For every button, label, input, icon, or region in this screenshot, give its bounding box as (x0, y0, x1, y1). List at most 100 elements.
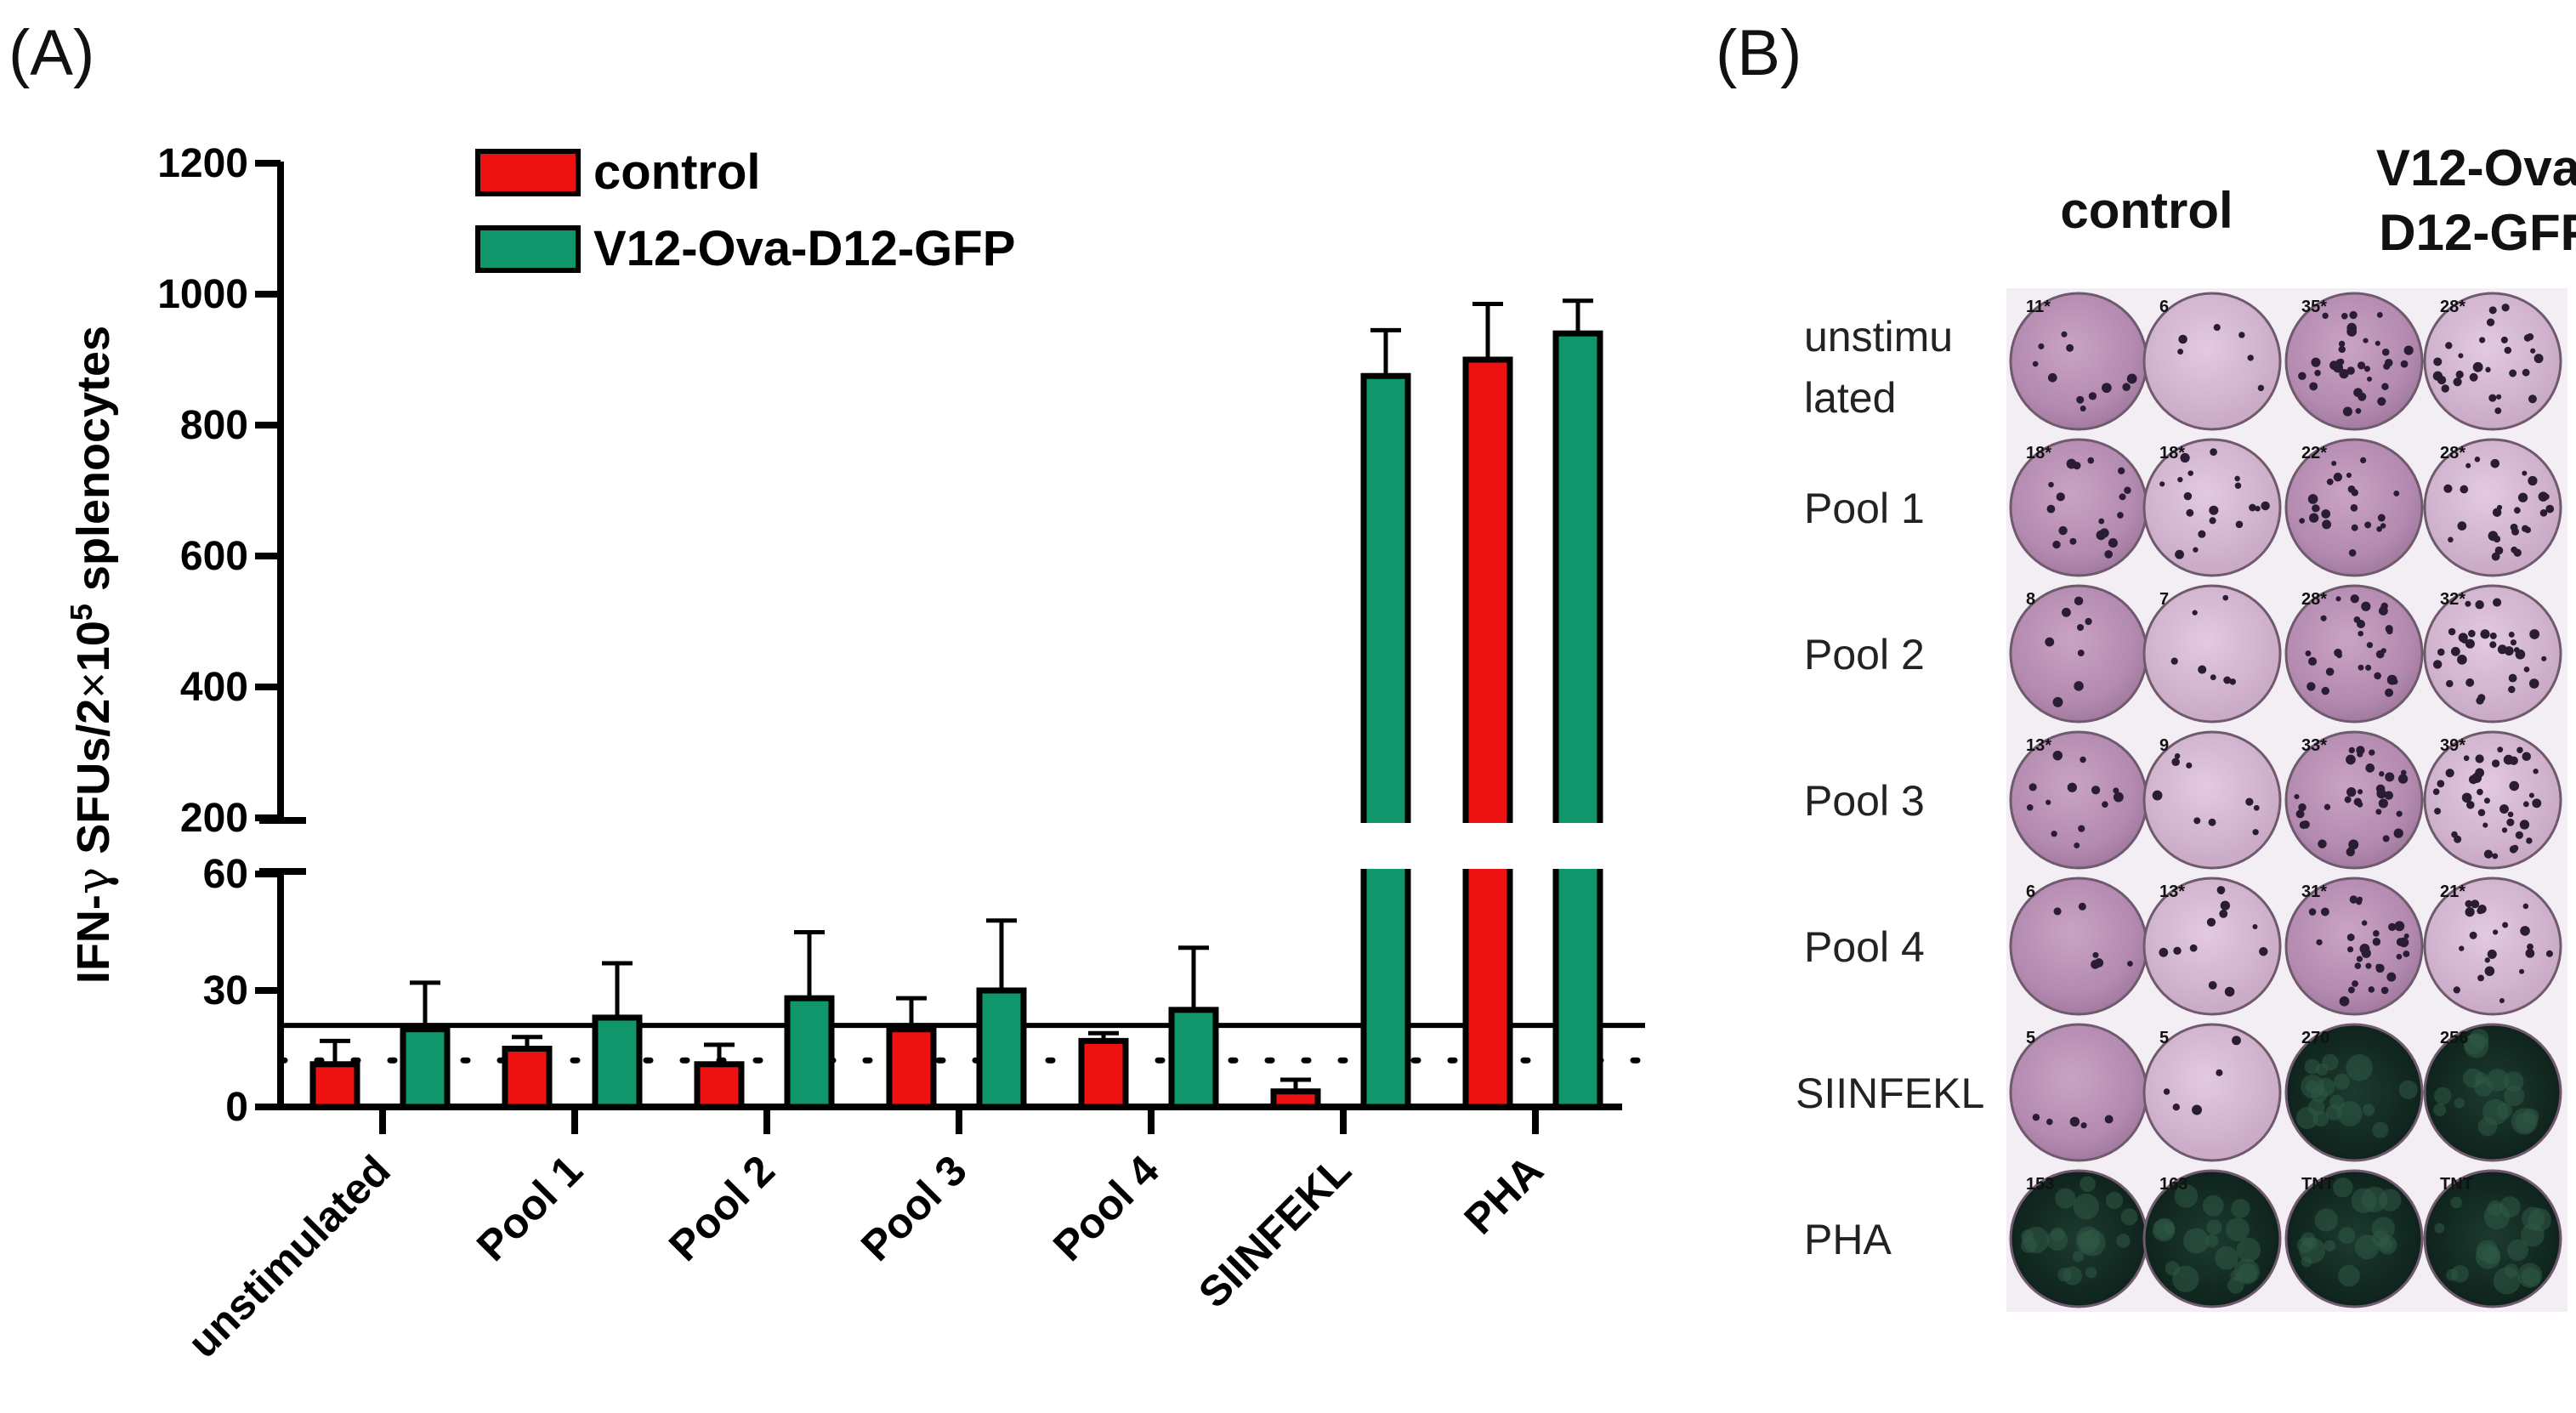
spot (2483, 849, 2494, 859)
spot (2353, 388, 2363, 398)
spot (2482, 822, 2488, 828)
well-count: 28* (2301, 590, 2327, 609)
x-category-label: PHA (1455, 1146, 1552, 1243)
spot (2357, 801, 2363, 808)
x-category-label: Pool 1 (468, 1146, 592, 1270)
spot (2465, 600, 2471, 607)
elispot-well (2284, 292, 2424, 431)
spot (2494, 546, 2504, 555)
spot (2183, 491, 2193, 501)
spot-cluster (2338, 1264, 2360, 1287)
spot (2526, 837, 2533, 844)
spot (2076, 395, 2085, 404)
spot-cluster (2236, 1237, 2261, 1263)
spot-cluster (2346, 1054, 2373, 1081)
spot-cluster (2333, 1177, 2353, 1198)
spot (2494, 407, 2502, 415)
spot-cluster (2522, 1206, 2545, 1230)
spot (2356, 956, 2363, 962)
spot (2127, 961, 2133, 967)
spot (2380, 986, 2389, 995)
spot (2543, 493, 2550, 500)
spot (2461, 792, 2472, 803)
spot (2361, 948, 2371, 958)
spot (2294, 793, 2300, 800)
spot (2469, 931, 2477, 939)
spot (2375, 340, 2380, 346)
spot (2053, 907, 2062, 916)
spot (2209, 505, 2219, 515)
well-count: 18* (2159, 444, 2185, 462)
spot (2523, 527, 2530, 533)
spot-cluster (2238, 1263, 2258, 1283)
bar-vaccine (976, 987, 1027, 1110)
spot (2529, 629, 2540, 639)
spot (2506, 818, 2515, 826)
spot (2453, 986, 2460, 994)
spot (2545, 950, 2553, 957)
spot (2074, 596, 2084, 606)
spot (2326, 478, 2334, 485)
y-tick-label: 200 (180, 796, 248, 841)
spot (2038, 343, 2045, 349)
spot (2475, 600, 2484, 610)
spot (2324, 803, 2331, 810)
spot-cluster (2487, 1200, 2504, 1217)
spot-cluster (2085, 1267, 2097, 1279)
spot (2457, 521, 2467, 531)
elispot-well (2142, 292, 2282, 431)
spot (2466, 800, 2475, 809)
spot (2526, 332, 2534, 341)
spot (2375, 784, 2386, 794)
spot (2484, 957, 2490, 963)
legend-swatch-vaccine (475, 225, 581, 273)
spot (2502, 922, 2509, 928)
spot (2080, 406, 2086, 411)
spot-cluster (2521, 1267, 2540, 1286)
spot (2295, 809, 2305, 819)
spot (2403, 951, 2410, 957)
spot (2501, 304, 2510, 312)
well-count: 13* (2026, 736, 2051, 755)
spot-cluster (2215, 1246, 2238, 1270)
spot (2198, 665, 2207, 674)
spot (2365, 962, 2372, 969)
spot (2052, 540, 2061, 549)
spot (2486, 318, 2495, 326)
spot (2454, 835, 2462, 843)
spot (2477, 809, 2486, 817)
spot (2232, 1036, 2241, 1046)
well-count: TNT (2440, 1175, 2473, 1194)
spot (2252, 924, 2258, 930)
spot (2047, 372, 2057, 383)
spot (2102, 801, 2108, 809)
spot-cluster (2475, 1071, 2488, 1085)
spot-cluster (2362, 1104, 2375, 1116)
spot (2501, 827, 2508, 833)
spot (2350, 503, 2358, 512)
spot-cluster (2324, 1240, 2336, 1252)
spot (2299, 518, 2305, 524)
spot (2113, 792, 2124, 803)
spot (2159, 481, 2165, 487)
spot (2522, 752, 2532, 762)
spot (2361, 920, 2368, 926)
spot (2311, 357, 2321, 367)
spot (2346, 322, 2358, 333)
spot (2308, 908, 2317, 916)
spot (2331, 460, 2337, 467)
spot (2488, 306, 2497, 315)
spot-cluster (2046, 1229, 2068, 1251)
x-category-label: SIINFEKL (1189, 1146, 1360, 1317)
spot (2522, 368, 2530, 377)
spot (2318, 839, 2327, 848)
bar-vaccine (400, 1026, 451, 1110)
spot (2325, 667, 2335, 676)
spot (2177, 476, 2183, 483)
spot-cluster (2434, 1223, 2445, 1234)
spot (2398, 937, 2409, 948)
spot (2488, 394, 2497, 402)
spot (2321, 509, 2331, 519)
column-header-control: control (2060, 182, 2233, 239)
spot (2192, 610, 2198, 616)
